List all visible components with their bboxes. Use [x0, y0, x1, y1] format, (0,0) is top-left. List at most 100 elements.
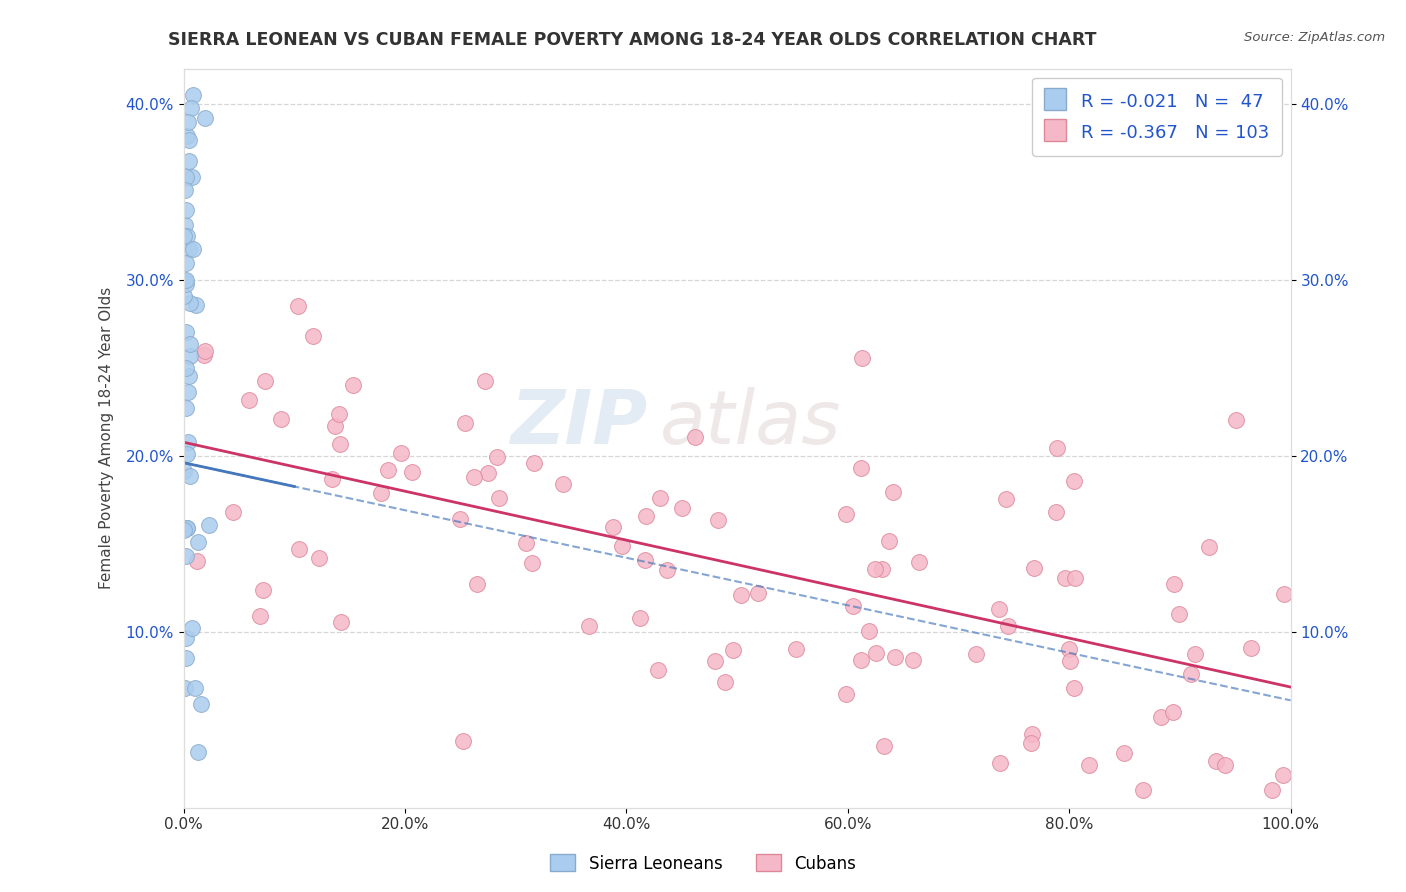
Point [486, 450, 509, 465]
Text: atlas: atlas [659, 387, 841, 459]
Point [254, 374, 277, 388]
Point [174, 256, 197, 270]
Point [179, 337, 201, 351]
Point [176, 631, 198, 645]
Point [1054, 571, 1077, 585]
Point [173, 183, 195, 197]
Point [1019, 736, 1042, 750]
Point [176, 169, 198, 184]
Point [174, 681, 197, 695]
Point [1063, 681, 1085, 695]
Point [704, 655, 727, 669]
Point [181, 170, 204, 185]
Point [174, 218, 197, 232]
Point [522, 556, 544, 570]
Point [1078, 758, 1101, 772]
Point [179, 468, 201, 483]
Point [865, 646, 887, 660]
Point [329, 436, 352, 450]
Point [174, 277, 197, 291]
Point [177, 133, 200, 147]
Point [238, 392, 260, 407]
Point [1163, 576, 1185, 591]
Point [882, 485, 904, 500]
Point [1271, 767, 1294, 781]
Point [1057, 642, 1080, 657]
Point [1225, 412, 1247, 426]
Point [454, 417, 477, 431]
Point [551, 476, 574, 491]
Point [450, 512, 472, 526]
Point [194, 111, 217, 125]
Point [181, 242, 204, 256]
Point [173, 274, 195, 288]
Point [1063, 475, 1085, 489]
Point [288, 541, 311, 556]
Point [465, 577, 488, 591]
Point [988, 756, 1011, 770]
Point [370, 486, 392, 500]
Point [995, 491, 1018, 506]
Point [177, 385, 200, 400]
Text: SIERRA LEONEAN VS CUBAN FEMALE POVERTY AMONG 18-24 YEAR OLDS CORRELATION CHART: SIERRA LEONEAN VS CUBAN FEMALE POVERTY A… [169, 31, 1097, 49]
Point [328, 407, 350, 421]
Point [187, 535, 209, 549]
Point [186, 554, 208, 568]
Point [1132, 783, 1154, 797]
Point [849, 461, 872, 475]
Point [1046, 442, 1069, 456]
Point [873, 739, 896, 754]
Point [180, 621, 202, 635]
Point [1064, 571, 1087, 585]
Point [634, 553, 657, 567]
Point [1045, 505, 1067, 519]
Point [287, 299, 309, 313]
Point [474, 374, 496, 388]
Point [181, 87, 204, 102]
Point [870, 562, 893, 576]
Point [863, 562, 886, 576]
Point [186, 298, 208, 312]
Point [330, 615, 353, 629]
Point [628, 610, 651, 624]
Point [184, 681, 207, 695]
Text: Source: ZipAtlas.com: Source: ZipAtlas.com [1244, 31, 1385, 45]
Point [190, 697, 212, 711]
Point [401, 465, 423, 479]
Point [222, 505, 245, 519]
Point [636, 509, 658, 524]
Point [657, 563, 679, 577]
Point [1021, 727, 1043, 741]
Point [965, 647, 987, 661]
Point [730, 589, 752, 603]
Point [1024, 560, 1046, 574]
Point [180, 101, 202, 115]
Point [578, 619, 600, 633]
Point [842, 599, 865, 613]
Point [683, 430, 706, 444]
Point [1184, 647, 1206, 661]
Point [342, 378, 364, 392]
Point [1059, 654, 1081, 668]
Legend: Sierra Leoneans, Cubans: Sierra Leoneans, Cubans [544, 847, 862, 880]
Point [249, 608, 271, 623]
Point [198, 518, 221, 533]
Point [176, 447, 198, 461]
Point [194, 344, 217, 359]
Point [252, 583, 274, 598]
Point [174, 650, 197, 665]
Point [723, 643, 745, 657]
Point [177, 153, 200, 168]
Point [650, 491, 672, 505]
Point [1180, 667, 1202, 681]
Point [602, 520, 624, 534]
Point [463, 469, 485, 483]
Y-axis label: Female Poverty Among 18-24 Year Olds: Female Poverty Among 18-24 Year Olds [100, 287, 114, 590]
Point [477, 466, 499, 480]
Point [901, 653, 924, 667]
Point [174, 203, 197, 218]
Point [1198, 540, 1220, 554]
Point [1272, 587, 1295, 601]
Point [174, 325, 197, 339]
Point [377, 463, 399, 477]
